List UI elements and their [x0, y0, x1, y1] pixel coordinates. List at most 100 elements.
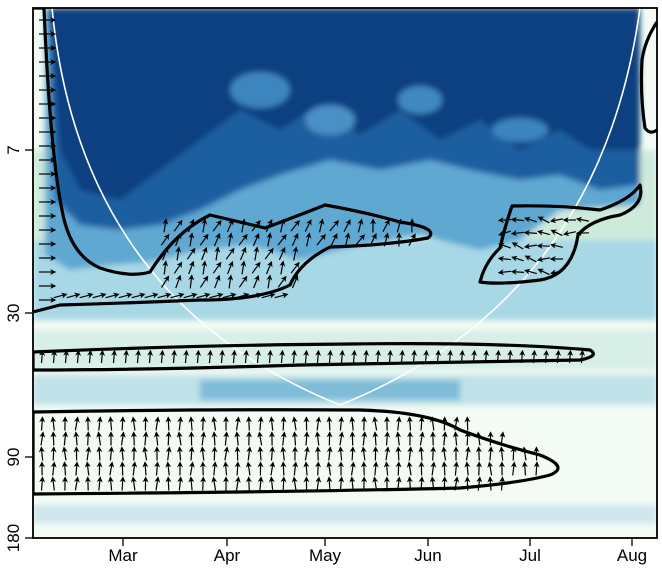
- phase-arrow: [200, 431, 207, 446]
- phase-arrow: [96, 416, 103, 431]
- phase-arrow: [173, 261, 183, 274]
- phase-arrow: [222, 461, 229, 476]
- phase-arrow: [51, 349, 58, 364]
- phase-arrow: [188, 476, 195, 491]
- phase-arrow: [211, 416, 218, 431]
- phase-arrow: [108, 461, 115, 476]
- phase-arrow: [349, 416, 356, 431]
- phase-arrow: [266, 274, 273, 289]
- phase-arrow: [165, 476, 172, 491]
- phase-arrow: [131, 292, 146, 299]
- phase-arrow: [248, 292, 263, 299]
- phase-arrow: [266, 232, 273, 247]
- phase-arrow: [349, 461, 356, 476]
- phase-arrow: [99, 349, 106, 364]
- phase-arrow: [339, 349, 346, 364]
- contour-left-edge: [33, 8, 433, 314]
- y-tick-label: 180: [4, 524, 23, 552]
- phase-arrow: [303, 349, 310, 364]
- phase-arrow: [537, 229, 550, 236]
- phase-arrow: [326, 446, 333, 461]
- phase-arrow: [255, 349, 262, 364]
- y-tick-label: 30: [4, 304, 23, 323]
- phase-arrow: [257, 446, 264, 461]
- phase-arrow: [318, 218, 325, 233]
- phase-arrow: [291, 431, 298, 446]
- phase-arrow: [499, 476, 506, 491]
- phase-arrow: [257, 476, 264, 491]
- phase-arrow: [537, 268, 550, 276]
- phase-arrow: [291, 416, 298, 431]
- phase-arrow: [360, 461, 367, 476]
- phase-arrow: [62, 431, 69, 446]
- phase-arrow: [399, 349, 406, 364]
- phase-arrow: [199, 446, 206, 461]
- phase-arrow: [497, 217, 512, 224]
- phase-arrow: [61, 461, 68, 476]
- phase-arrow: [327, 349, 334, 364]
- phase-arrow: [188, 260, 195, 275]
- phase-arrow: [303, 461, 310, 476]
- phase-arrow: [175, 232, 182, 247]
- phase-arrow: [234, 476, 241, 491]
- phase-arrow: [87, 349, 94, 364]
- phase-arrow: [92, 292, 107, 299]
- phase-arrow: [119, 416, 126, 431]
- cone-of-influence: [51, 8, 641, 406]
- phase-arrow: [257, 431, 264, 446]
- phase-arrow: [511, 242, 524, 250]
- phase-arrow: [280, 446, 287, 461]
- phase-arrow: [349, 476, 356, 491]
- phase-arrow: [531, 349, 538, 364]
- phase-arrow: [200, 476, 207, 491]
- phase-arrow: [183, 292, 198, 299]
- phase-arrow: [372, 476, 379, 491]
- phase-arrow: [395, 476, 402, 491]
- phase-arrow: [234, 416, 241, 431]
- phase-arrow: [304, 219, 312, 233]
- phase-arrow: [239, 246, 247, 261]
- phase-arrow: [165, 431, 172, 446]
- phase-arrow: [407, 446, 414, 461]
- phase-arrow: [471, 349, 478, 364]
- phase-arrow: [200, 416, 207, 431]
- phase-arrow: [464, 446, 471, 461]
- phase-arrow: [487, 476, 494, 491]
- phase-arrow: [157, 292, 172, 299]
- phase-arrow: [550, 269, 563, 276]
- plot-area: [33, 8, 657, 538]
- phase-arrow: [265, 219, 273, 233]
- phase-arrow: [160, 275, 170, 288]
- phase-arrow: [567, 349, 574, 364]
- phase-arrow: [453, 476, 460, 491]
- phase-arrow: [73, 416, 80, 431]
- phase-arrow: [225, 247, 235, 260]
- phase-arrow: [154, 476, 161, 491]
- phase-arrow: [153, 431, 160, 446]
- phase-arrow: [487, 446, 494, 461]
- phase-arrow: [188, 232, 195, 247]
- phase-arrow: [211, 476, 218, 491]
- phase-arrow: [238, 275, 248, 288]
- phase-arrow: [199, 233, 209, 246]
- phase-arrow: [326, 461, 333, 476]
- phase-arrow: [162, 260, 169, 275]
- phase-arrow: [579, 349, 586, 364]
- x-tick-label: May: [309, 546, 342, 565]
- phase-arrow: [316, 233, 326, 246]
- phase-arrow: [406, 416, 413, 431]
- phase-arrow: [142, 461, 149, 476]
- phase-arrow: [235, 292, 250, 299]
- phase-arrow: [411, 349, 418, 364]
- phase-arrow: [53, 292, 68, 299]
- phase-arrow: [418, 431, 425, 446]
- phase-arrow: [251, 219, 261, 232]
- phase-arrow: [261, 292, 276, 299]
- phase-arrow: [550, 229, 563, 237]
- phase-arrow: [395, 446, 402, 461]
- phase-arrow: [142, 446, 149, 461]
- phase-arrow: [435, 349, 442, 364]
- phase-arrow: [280, 416, 287, 431]
- phase-arrow: [50, 431, 57, 446]
- phase-arrow: [406, 476, 413, 491]
